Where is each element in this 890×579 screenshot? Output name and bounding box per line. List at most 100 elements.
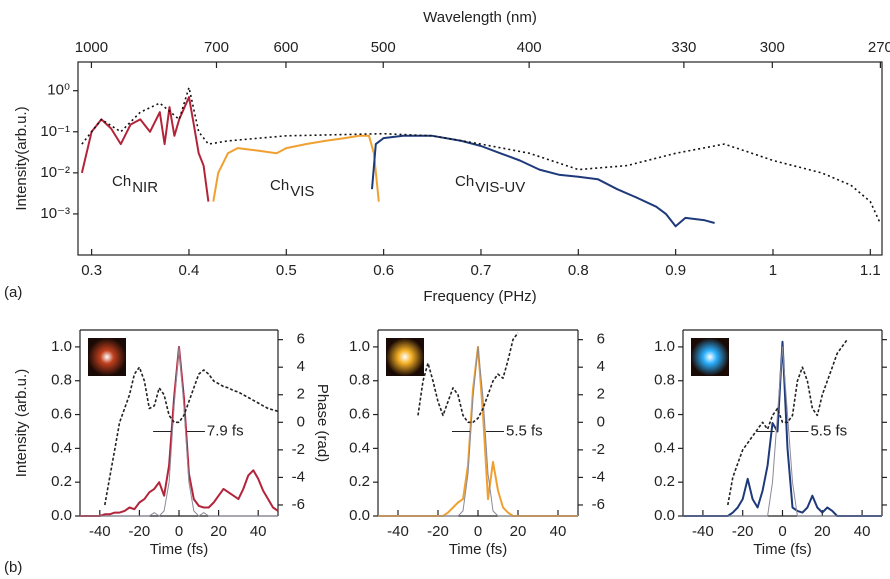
x-tick-label: 0.6 (373, 262, 394, 279)
y-tick-label: 0.6 (51, 406, 72, 423)
x2-axis-title: Wavelength (nm) (423, 9, 537, 26)
y-tick-label: 0.2 (51, 473, 72, 490)
y-tick-label: 0.0 (51, 507, 72, 524)
panel-label: (a) (4, 284, 22, 301)
y-tick-label: 0.4 (349, 439, 370, 456)
x-tick-label: 0.9 (665, 262, 686, 279)
x-tick-label: 40 (550, 523, 567, 540)
x-tick-label: -20 (427, 523, 449, 540)
y-tick-label: 10⁰ (47, 82, 70, 99)
fwhm-label: 7.9 fs (207, 422, 244, 439)
y2-tick-label: 4 (297, 358, 305, 375)
y-tick-label: 0.8 (51, 372, 72, 389)
y-tick-label: 0.6 (349, 406, 370, 423)
series-label: Ch (112, 173, 131, 190)
y2-tick-label: 2 (597, 386, 605, 403)
y-tick-label: 0.0 (654, 507, 675, 524)
y-tick-label: 10⁻² (40, 164, 70, 181)
series-line (683, 346, 882, 517)
x2-tick-label: 270 (868, 39, 890, 56)
x2-tick-label: 330 (671, 39, 696, 56)
x-tick-label: 0 (474, 523, 482, 540)
x-tick-label: 1 (769, 262, 777, 279)
x-tick-label: -40 (387, 523, 409, 540)
x-tick-label: 20 (210, 523, 227, 540)
y-tick-label: 0.6 (654, 406, 675, 423)
series-line (212, 134, 380, 202)
y-tick-label: 0.2 (349, 473, 370, 490)
series-line (371, 134, 715, 228)
series-line (81, 86, 881, 224)
beam-profile-inset (386, 338, 424, 376)
x-tick-label: 0.7 (471, 262, 492, 279)
x-tick-label: 1.1 (860, 262, 881, 279)
series-label-sub: VIS (290, 183, 314, 200)
series-label: Ch (455, 173, 474, 190)
y-tick-label: 0.4 (51, 439, 72, 456)
x-axis-title: Frequency (PHz) (423, 288, 536, 305)
x-tick-label: 0.4 (179, 262, 200, 279)
y-axis-title: Intensity(arb.u.) (13, 106, 30, 210)
y2-tick-label: 0 (297, 413, 305, 430)
x-tick-label: 0 (175, 523, 183, 540)
x-axis-title: Time (fs) (449, 541, 508, 558)
y-tick-label: 0.8 (349, 372, 370, 389)
x-tick-label: 40 (250, 523, 267, 540)
x-tick-label: 0.8 (568, 262, 589, 279)
y-tick-label: 1.0 (51, 338, 72, 355)
series-line (104, 366, 279, 506)
panel-label: (b) (4, 559, 22, 576)
y2-tick-label: 0 (597, 413, 605, 430)
fwhm-label: 5.5 fs (810, 422, 847, 439)
series-label: Ch (270, 177, 289, 194)
series-line (417, 332, 519, 424)
y-axis-title: Intensity (arb.u.) (13, 369, 30, 477)
x2-tick-label: 300 (760, 39, 785, 56)
x-tick-label: 40 (854, 523, 871, 540)
x2-tick-label: 1000 (75, 39, 108, 56)
x-axis-title: Time (fs) (753, 541, 812, 558)
y2-tick-label: -6 (592, 496, 605, 513)
y-tick-label: 10⁻¹ (40, 123, 70, 140)
y2-tick-label: 2 (297, 386, 305, 403)
y2-tick-label: -6 (292, 496, 305, 513)
x2-tick-label: 500 (371, 39, 396, 56)
y2-tick-label: -4 (292, 468, 305, 485)
x2-tick-label: 700 (204, 39, 229, 56)
series-label-sub: VIS-UV (475, 179, 525, 196)
x-tick-label: 0 (778, 523, 786, 540)
beam-profile-inset (691, 338, 729, 376)
y-tick-label: 0.0 (349, 507, 370, 524)
x2-tick-label: 400 (517, 39, 542, 56)
fwhm-label: 5.5 fs (506, 422, 543, 439)
x-tick-label: -20 (129, 523, 151, 540)
y-tick-label: 0.8 (654, 372, 675, 389)
x-tick-label: 20 (510, 523, 527, 540)
y-tick-label: 0.4 (654, 439, 675, 456)
x2-tick-label: 600 (273, 39, 298, 56)
series-line (80, 96, 210, 202)
x-tick-label: -40 (89, 523, 111, 540)
x-tick-label: 20 (814, 523, 831, 540)
y-tick-label: 1.0 (654, 338, 675, 355)
x-axis-title: Time (fs) (150, 541, 209, 558)
x-tick-label: 0.5 (276, 262, 297, 279)
y2-tick-label: 6 (597, 331, 605, 348)
y2-tick-label: -2 (292, 441, 305, 458)
y2-tick-label: 6 (297, 331, 305, 348)
plot-frame (77, 61, 883, 256)
beam-profile-inset (88, 338, 126, 376)
y2-tick-label: -2 (592, 441, 605, 458)
y2-tick-label: 4 (597, 358, 605, 375)
x-tick-label: 0.3 (81, 262, 102, 279)
y2-axis-title: Phase (rad) (314, 384, 331, 462)
series-line (727, 339, 848, 506)
series-line (80, 346, 278, 517)
y-tick-label: 10⁻³ (40, 205, 70, 222)
series-label-sub: NIR (132, 179, 158, 196)
y-tick-label: 1.0 (349, 338, 370, 355)
x-tick-label: -20 (732, 523, 754, 540)
x-tick-label: -40 (692, 523, 714, 540)
